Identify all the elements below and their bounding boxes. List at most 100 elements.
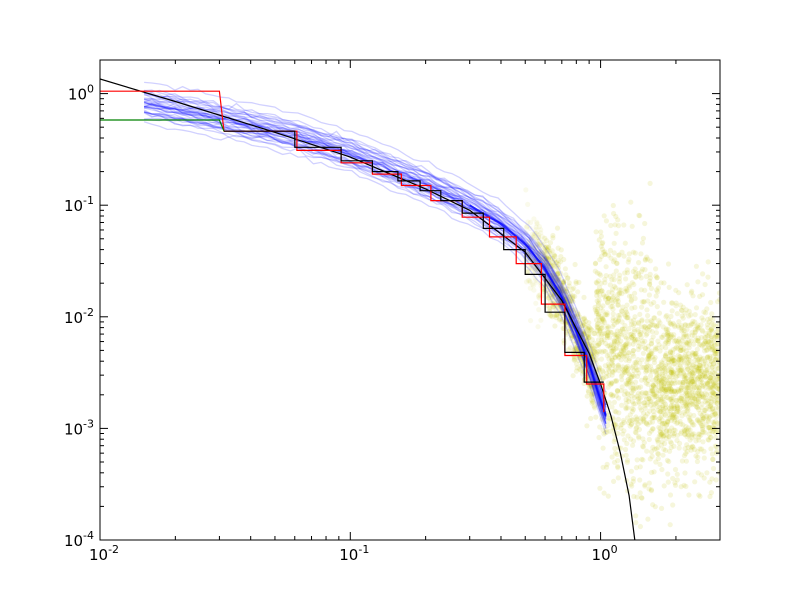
scatter-point	[663, 314, 669, 320]
scatter-point	[668, 396, 674, 402]
scatter-point	[633, 513, 639, 519]
scatter-point	[604, 353, 611, 359]
scatter-point	[545, 295, 552, 301]
scatter-point	[685, 401, 691, 407]
scatter-point	[622, 369, 628, 375]
scatter-point	[655, 451, 661, 457]
scatter-point	[622, 446, 629, 453]
scatter-point	[632, 290, 638, 296]
scatter-point	[554, 304, 561, 310]
scatter-point	[706, 339, 712, 345]
scatter-point	[665, 359, 672, 365]
scatter-point	[680, 304, 686, 310]
scatter-point	[628, 331, 634, 337]
scatter-point	[584, 337, 590, 344]
scatter-point	[543, 238, 550, 244]
scatter-point	[650, 391, 656, 397]
scatter-point	[667, 385, 673, 391]
scatter-point	[714, 350, 720, 356]
scatter-point	[633, 419, 639, 425]
scatter-point	[603, 331, 609, 337]
scatter-point	[641, 400, 647, 406]
tick-label: 100	[592, 543, 618, 564]
scatter-point	[689, 443, 696, 449]
scatter-point	[662, 440, 668, 447]
scatter-point	[631, 327, 637, 333]
scatter-point	[629, 223, 635, 229]
scatter-point	[599, 349, 605, 355]
scatter-point	[662, 366, 668, 372]
scatter-point	[594, 317, 600, 323]
scatter-point	[634, 424, 640, 430]
scatter-point	[557, 316, 563, 322]
scatter-point	[544, 244, 550, 250]
scatter-point	[697, 373, 703, 379]
scatter-point	[699, 401, 705, 407]
scatter-point	[636, 212, 642, 218]
scatter-point	[700, 341, 707, 347]
scatter-point	[673, 344, 680, 350]
scatter-point	[649, 384, 655, 391]
scatter-point	[651, 401, 657, 407]
scatter-point	[552, 253, 558, 259]
scatter-point	[699, 368, 705, 374]
scatter-point	[674, 338, 680, 344]
scatter-point	[574, 339, 580, 345]
scatter-point	[699, 382, 705, 388]
scatter-point	[714, 376, 720, 382]
scatter-point	[606, 415, 612, 421]
scatter-point	[696, 418, 702, 424]
scatter-point	[604, 461, 610, 467]
scatter-point	[703, 340, 710, 346]
scatter-point	[537, 243, 543, 249]
scatter-point	[598, 313, 604, 320]
scatter-point	[596, 364, 602, 370]
scatter-point	[682, 411, 689, 417]
scatter-point	[538, 227, 544, 233]
scatter-point	[655, 289, 661, 295]
scatter-point	[663, 380, 669, 386]
scatter-point	[558, 247, 564, 253]
scatter-point	[677, 380, 683, 386]
scatter-point	[709, 325, 715, 331]
scatter-point	[545, 260, 552, 266]
scatter-point	[663, 388, 670, 394]
scatter-point	[713, 348, 720, 354]
scatter-point	[696, 387, 702, 393]
scatter-point	[697, 356, 703, 362]
scatter-point	[561, 340, 567, 346]
scatter-point	[686, 308, 692, 314]
scatter-point	[685, 407, 691, 413]
scatter-point	[621, 428, 627, 434]
scatter-point	[707, 315, 714, 321]
scatter-point	[649, 337, 655, 343]
scatter-point	[585, 333, 591, 339]
scatter-point	[686, 313, 692, 319]
scatter-point	[563, 289, 569, 295]
scatter-point	[664, 421, 670, 427]
scatter-point	[704, 392, 710, 398]
scatter-point	[682, 431, 688, 437]
scatter-point	[668, 408, 674, 414]
scatter-point	[646, 395, 652, 402]
scatter-point	[687, 412, 693, 418]
scatter-point	[673, 389, 679, 395]
scatter-point	[665, 367, 671, 373]
scatter-point	[596, 365, 603, 371]
scatter-point	[601, 431, 607, 437]
scatter-point	[644, 307, 650, 313]
scatter-point	[609, 357, 615, 363]
scatter-point	[664, 427, 670, 433]
scatter-point	[656, 310, 663, 316]
scatter-point	[603, 426, 609, 433]
scatter-point	[687, 393, 694, 399]
scatter-point	[667, 439, 674, 445]
scatter-point	[595, 302, 601, 308]
scatter-point	[637, 523, 644, 530]
scatter-point	[692, 351, 698, 357]
scatter-point	[623, 368, 629, 374]
scatter-point	[710, 353, 716, 359]
scatter-point	[682, 322, 688, 328]
scatter-point	[599, 316, 605, 322]
scatter-point	[670, 356, 676, 362]
